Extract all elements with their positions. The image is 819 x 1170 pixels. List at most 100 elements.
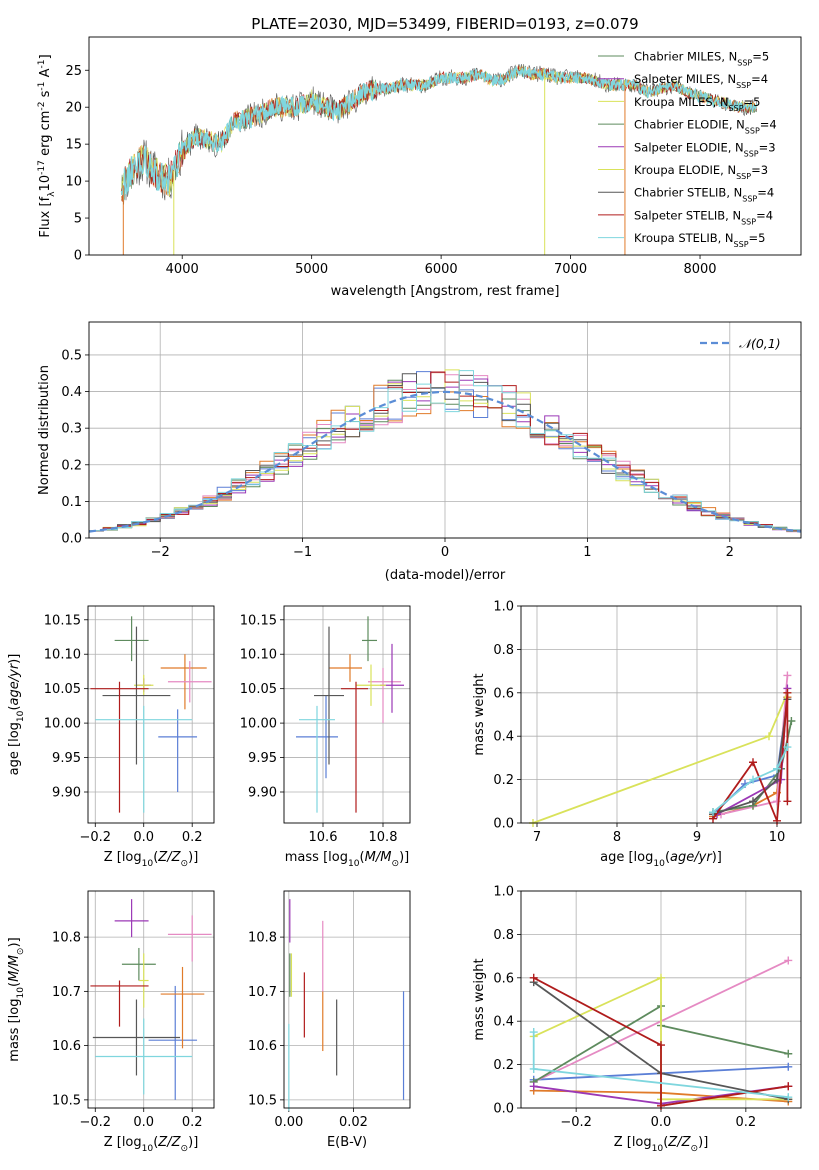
weight-line [532, 692, 789, 824]
y-axis-label: Normed distribution [37, 365, 52, 495]
text-run: 𝒩(0,1) [739, 336, 781, 351]
weight-marker [783, 797, 792, 806]
histogram-step [89, 369, 801, 532]
y-tick-label: 0.4 [493, 1015, 514, 1030]
text-run: )] [712, 850, 722, 865]
y-tick-label: 10.10 [240, 648, 277, 663]
y-tick-label: 10.5 [52, 1093, 81, 1108]
text-run: Salpeter ELODIE, N [634, 140, 744, 154]
x-tick-label: 2 [726, 545, 734, 560]
weight-marker [784, 956, 793, 965]
y-tick-label: 10.6 [52, 1039, 81, 1054]
weight-marker [784, 1049, 793, 1058]
y-tick-label: 9.90 [52, 786, 81, 801]
age-vs-z-axes: −0.2 0.0 0.2 9.90 9.95 10.00 10.05 10.10 10.15 [44, 606, 214, 845]
legend-entry: Salpeter MILES, NSSP=4 [634, 72, 768, 90]
text-run: mass weight [472, 958, 487, 1040]
y-tick-label: 10.00 [44, 717, 81, 732]
y-tick-label: 10.8 [248, 931, 277, 946]
y-tick-label: 0.4 [493, 730, 514, 745]
mass-vs-ebv-axes: 0.00 0.02 10.5 10.6 10.7 10.8 [248, 891, 410, 1130]
weight-marker [787, 717, 796, 726]
subscript: 10 [16, 710, 26, 722]
weight-vs-age-plot-area [529, 671, 796, 827]
histogram-step [89, 373, 801, 532]
weight-marker [749, 758, 757, 767]
text-run: Z/Z [667, 1135, 691, 1150]
spectrum-axes: 4000 5000 6000 7000 8000 0 5 10 15 20 25 [65, 64, 716, 277]
y-axis-label: mass [log10(M/M⊙)] [7, 937, 26, 1061]
text-run: Kroupa STELIB, N [634, 231, 734, 245]
y-tick-label: 10.15 [240, 613, 277, 628]
y-tick-label: 25 [65, 64, 82, 79]
x-tick-label: 0 [441, 545, 449, 560]
y-tick-label: 10.00 [240, 717, 277, 732]
y-axis-label: age [log10(age/yr)] [7, 654, 26, 776]
text-run: Chabrier MILES, N [634, 50, 737, 64]
y-tick-label: 5 [74, 212, 82, 227]
text-run: =3 [751, 163, 768, 177]
text-run: age/yr [7, 662, 22, 705]
y-tick-label: 0.4 [61, 385, 82, 400]
subscript: SSP [745, 126, 760, 135]
x-tick-label: 1 [583, 545, 591, 560]
x-tick-label: −1 [293, 545, 312, 560]
y-tick-label: 0.0 [493, 1102, 514, 1117]
text-run: Chabrier ELODIE, N [634, 118, 745, 132]
subscript: ⊙ [391, 859, 399, 869]
weight-marker [529, 1082, 538, 1091]
weight-marker [657, 973, 665, 982]
x-axis-label: Z [log10(Z/Z⊙)] [104, 850, 199, 869]
y-tick-label: 10.15 [44, 613, 81, 628]
y-tick-label: 10.05 [240, 682, 277, 697]
text-run: Salpeter STELIB, N [634, 208, 741, 222]
weight-marker [657, 1041, 665, 1050]
spectrum-frame [88, 36, 802, 256]
text-run: )] [7, 654, 22, 664]
text-run: Normed distribution [37, 365, 52, 495]
weight-vs-age-frame [520, 605, 802, 824]
text-run: )] [399, 850, 409, 865]
y-tick-label: 20 [65, 101, 82, 116]
subscript: SSP [736, 81, 751, 90]
y-tick-label: 10.05 [44, 682, 81, 697]
weight-marker [773, 816, 781, 825]
weight-marker [529, 973, 538, 982]
y-tick-label: 0.1 [61, 495, 82, 510]
y-tick-label: 10.8 [52, 931, 81, 946]
text-run: E(B-V) [327, 1135, 367, 1150]
text-run: Chabrier STELIB, N [634, 186, 742, 200]
weight-vs-z-frame [520, 890, 802, 1109]
text-run: =5 [749, 231, 766, 245]
x-axis-label: (data-model)/error [385, 568, 506, 583]
mass-vs-z-plot-area [90, 899, 212, 1100]
subscript: 10 [348, 859, 360, 869]
y-tick-label: 10.6 [248, 1039, 277, 1054]
weight-marker [783, 671, 792, 680]
text-run: )] [188, 850, 198, 865]
y-tick-label: 9.90 [248, 786, 277, 801]
y-tick-label: 1.0 [493, 885, 514, 900]
text-run: ( [663, 1135, 668, 1150]
weight-marker [784, 1093, 793, 1102]
y-tick-label: 10 [65, 175, 82, 190]
superscript: -1 [37, 82, 47, 91]
weight-marker [784, 1062, 793, 1071]
legend-entry: Chabrier STELIB, NSSP=4 [634, 186, 774, 204]
text-run: ( [153, 1135, 158, 1150]
y-tick-label: 0.5 [61, 348, 82, 363]
text-run: age [log [600, 850, 653, 865]
subscript: 10 [142, 859, 154, 869]
x-tick-label: 9 [693, 830, 701, 845]
subscript: SSP [729, 103, 744, 112]
weight-marker [773, 764, 781, 773]
text-run: mass [log [7, 999, 22, 1062]
weight-marker [529, 1064, 538, 1073]
superscript: -2 [37, 102, 47, 111]
x-axis-label: Z [log10(Z/Z⊙)] [614, 1135, 709, 1154]
x-axis-label: mass [log10(M/M⊙)] [285, 850, 409, 869]
weight-line [712, 697, 789, 818]
subscript: SSP [736, 172, 751, 181]
x-tick-label: 7 [533, 830, 541, 845]
x-tick-label: 0.02 [339, 1115, 368, 1130]
